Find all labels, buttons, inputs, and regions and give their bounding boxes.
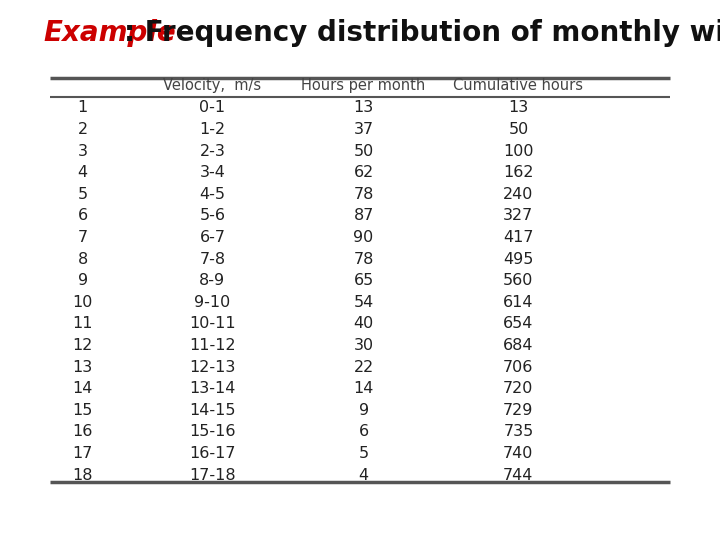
Text: 37: 37 (354, 122, 374, 137)
Text: 9: 9 (359, 403, 369, 418)
Text: 7-8: 7-8 (199, 252, 225, 267)
Text: 240: 240 (503, 187, 534, 202)
Text: 90: 90 (354, 230, 374, 245)
Text: 17: 17 (73, 446, 93, 461)
Text: 10-11: 10-11 (189, 316, 235, 332)
Text: 706: 706 (503, 360, 534, 375)
Text: 13: 13 (354, 100, 374, 116)
Text: 87: 87 (354, 208, 374, 224)
Text: 54: 54 (354, 295, 374, 310)
Text: 6-7: 6-7 (199, 230, 225, 245)
Text: 40: 40 (354, 316, 374, 332)
Text: 17-18: 17-18 (189, 468, 235, 483)
Text: 6: 6 (359, 424, 369, 440)
Text: 18: 18 (73, 468, 93, 483)
Text: 50: 50 (354, 144, 374, 159)
Text: 495: 495 (503, 252, 534, 267)
Text: 13: 13 (73, 360, 93, 375)
Text: 1: 1 (78, 100, 88, 116)
Text: 735: 735 (503, 424, 534, 440)
Text: 327: 327 (503, 208, 534, 224)
Text: 13: 13 (508, 100, 528, 116)
Text: 4-5: 4-5 (199, 187, 225, 202)
Text: 6: 6 (78, 208, 88, 224)
Text: 22: 22 (354, 360, 374, 375)
Text: 78: 78 (354, 252, 374, 267)
Text: 0-1: 0-1 (199, 100, 225, 116)
Text: 560: 560 (503, 273, 534, 288)
Text: 12-13: 12-13 (189, 360, 235, 375)
Text: 2: 2 (78, 122, 88, 137)
Text: 13-14: 13-14 (189, 381, 235, 396)
Text: 78: 78 (354, 187, 374, 202)
Text: Hours per month: Hours per month (302, 78, 426, 92)
Text: 5: 5 (359, 446, 369, 461)
Text: 14: 14 (354, 381, 374, 396)
Text: 7: 7 (78, 230, 88, 245)
Text: 14-15: 14-15 (189, 403, 235, 418)
Text: 16: 16 (73, 424, 93, 440)
Text: 729: 729 (503, 403, 534, 418)
Text: 2-3: 2-3 (199, 144, 225, 159)
Text: 4: 4 (359, 468, 369, 483)
Text: 15-16: 15-16 (189, 424, 235, 440)
Text: 3: 3 (78, 144, 88, 159)
Text: 3-4: 3-4 (199, 165, 225, 180)
Text: 9: 9 (78, 273, 88, 288)
Text: 16-17: 16-17 (189, 446, 235, 461)
Text: Velocity,  m/s: Velocity, m/s (163, 78, 261, 92)
Text: 8-9: 8-9 (199, 273, 225, 288)
Text: 720: 720 (503, 381, 534, 396)
Text: 15: 15 (73, 403, 93, 418)
Text: 11-12: 11-12 (189, 338, 235, 353)
Text: 8: 8 (78, 252, 88, 267)
Text: 744: 744 (503, 468, 534, 483)
Text: 14: 14 (73, 381, 93, 396)
Text: 5: 5 (78, 187, 88, 202)
Text: 4: 4 (78, 165, 88, 180)
Text: 9-10: 9-10 (194, 295, 230, 310)
Text: 740: 740 (503, 446, 534, 461)
Text: 62: 62 (354, 165, 374, 180)
Text: 65: 65 (354, 273, 374, 288)
Text: Cumulative hours: Cumulative hours (454, 78, 583, 92)
Text: 12: 12 (73, 338, 93, 353)
Text: 50: 50 (508, 122, 528, 137)
Text: 10: 10 (73, 295, 93, 310)
Text: 1-2: 1-2 (199, 122, 225, 137)
Text: 162: 162 (503, 165, 534, 180)
Text: 684: 684 (503, 338, 534, 353)
Text: 100: 100 (503, 144, 534, 159)
Text: 614: 614 (503, 295, 534, 310)
Text: 11: 11 (73, 316, 93, 332)
Text: : Frequency distribution of monthly wind velocity: : Frequency distribution of monthly wind… (124, 19, 720, 47)
Text: 654: 654 (503, 316, 534, 332)
Text: 417: 417 (503, 230, 534, 245)
Text: 5-6: 5-6 (199, 208, 225, 224)
Text: Example: Example (43, 19, 176, 47)
Text: 30: 30 (354, 338, 374, 353)
